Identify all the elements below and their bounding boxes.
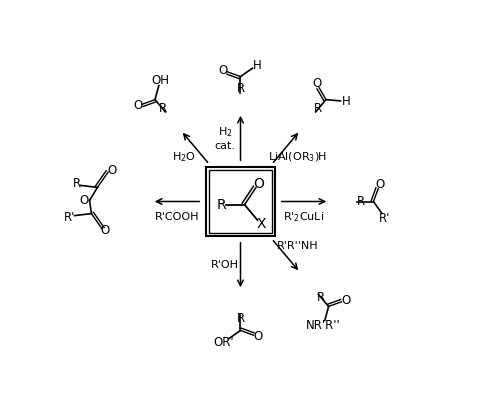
Text: R: R bbox=[236, 312, 244, 325]
Text: H: H bbox=[252, 58, 261, 71]
Text: R: R bbox=[313, 102, 322, 115]
Text: H: H bbox=[341, 95, 350, 108]
Text: R'R''NH: R'R''NH bbox=[276, 241, 318, 251]
Text: OH: OH bbox=[151, 74, 169, 87]
Text: R: R bbox=[216, 198, 226, 212]
Text: R': R' bbox=[379, 212, 390, 224]
Text: R'$_2$CuLi: R'$_2$CuLi bbox=[283, 210, 324, 224]
Text: H$_2$
cat.: H$_2$ cat. bbox=[214, 125, 235, 151]
Text: LiAl(OR$_3$)H: LiAl(OR$_3$)H bbox=[267, 150, 326, 164]
Text: O: O bbox=[79, 194, 88, 207]
Text: H$_2$O: H$_2$O bbox=[171, 150, 195, 164]
Text: O: O bbox=[100, 224, 110, 237]
Text: O: O bbox=[253, 330, 262, 343]
Text: O: O bbox=[341, 294, 350, 307]
Text: O: O bbox=[132, 100, 142, 112]
Text: X: X bbox=[256, 217, 265, 231]
Text: O: O bbox=[218, 64, 227, 77]
Bar bbox=[209, 170, 271, 233]
Bar bbox=[206, 167, 274, 236]
Text: R'COOH: R'COOH bbox=[155, 212, 199, 222]
Text: R: R bbox=[357, 195, 365, 208]
Text: O: O bbox=[374, 178, 384, 191]
Text: OR': OR' bbox=[213, 336, 234, 349]
Text: NR'R'': NR'R'' bbox=[305, 320, 340, 332]
Text: R: R bbox=[158, 102, 167, 115]
Text: R: R bbox=[316, 291, 324, 304]
Text: O: O bbox=[312, 77, 321, 90]
Text: O: O bbox=[108, 164, 117, 177]
Text: R: R bbox=[236, 82, 244, 95]
Text: R: R bbox=[72, 177, 81, 190]
Text: R'OH: R'OH bbox=[211, 260, 239, 270]
Text: R': R' bbox=[64, 211, 75, 224]
Text: O: O bbox=[252, 177, 263, 191]
